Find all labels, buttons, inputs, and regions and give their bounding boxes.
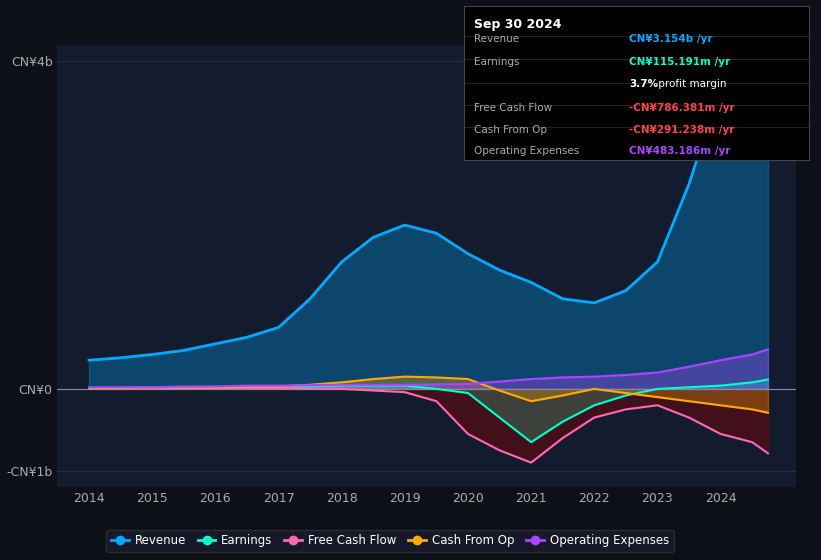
Text: profit margin: profit margin xyxy=(655,79,727,89)
Text: Earnings: Earnings xyxy=(475,57,520,67)
Text: Sep 30 2024: Sep 30 2024 xyxy=(475,18,562,31)
Text: CN¥3.154b /yr: CN¥3.154b /yr xyxy=(630,34,713,44)
Text: Cash From Op: Cash From Op xyxy=(475,125,548,135)
Text: -CN¥786.381m /yr: -CN¥786.381m /yr xyxy=(630,102,735,113)
Text: -CN¥291.238m /yr: -CN¥291.238m /yr xyxy=(630,125,735,135)
Text: Free Cash Flow: Free Cash Flow xyxy=(475,102,553,113)
Legend: Revenue, Earnings, Free Cash Flow, Cash From Op, Operating Expenses: Revenue, Earnings, Free Cash Flow, Cash … xyxy=(106,530,674,552)
Text: 3.7%: 3.7% xyxy=(630,79,658,89)
Text: Revenue: Revenue xyxy=(475,34,520,44)
Text: CN¥115.191m /yr: CN¥115.191m /yr xyxy=(630,57,731,67)
Text: CN¥483.186m /yr: CN¥483.186m /yr xyxy=(630,146,731,156)
Text: Operating Expenses: Operating Expenses xyxy=(475,146,580,156)
